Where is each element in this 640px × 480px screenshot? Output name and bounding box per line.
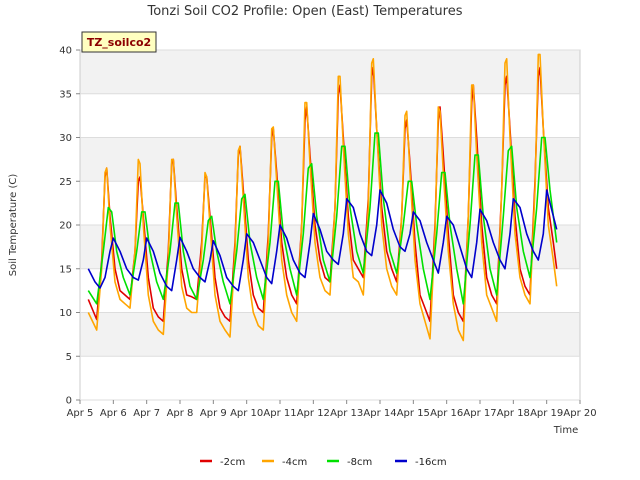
legend-label: -4cm xyxy=(282,457,307,468)
y-tick-label: 5 xyxy=(66,352,72,363)
grid-band xyxy=(80,225,580,269)
plot-area: 0 5 10 15 20 25 30 35 40 Apr 5 Apr 6 Apr 7 Apr 8 Apr… xyxy=(59,46,596,420)
station-badge: TZ_soilco2 xyxy=(81,31,157,53)
y-tick-label: 35 xyxy=(59,89,72,100)
y-axis-label: Soil Temperature (C) xyxy=(8,174,19,277)
x-tick-label: Apr 14 xyxy=(363,408,396,419)
x-axis-label: Time xyxy=(553,425,578,436)
x-tick-label: Apr 5 xyxy=(67,408,94,419)
series-lines xyxy=(87,53,558,342)
x-tick-label: Apr 8 xyxy=(167,408,194,419)
x-tick-label: Apr 20 xyxy=(563,408,596,419)
y-tick-label: 20 xyxy=(59,221,72,232)
x-tick-label: Apr 6 xyxy=(100,408,127,419)
series-line--8cm xyxy=(87,132,558,305)
x-tick-label: Apr 19 xyxy=(530,408,563,419)
grid-band xyxy=(80,312,580,357)
series-line--16cm xyxy=(87,189,558,292)
y-tick-label: 25 xyxy=(59,177,72,188)
legend-label: -8cm xyxy=(347,457,372,468)
y-tick-label: 30 xyxy=(59,133,72,144)
x-tick-label: Apr 13 xyxy=(330,408,363,419)
grid-band xyxy=(80,137,580,182)
x-tick-label: Apr 15 xyxy=(397,408,430,419)
x-tick-label: Apr 12 xyxy=(297,408,330,419)
x-tick-label: Apr 16 xyxy=(430,408,463,419)
y-tick-label: 10 xyxy=(59,308,72,319)
x-tick-label: Apr 11 xyxy=(263,408,296,419)
chart-title: Tonzi Soil CO2 Profile: Open (East) Temp… xyxy=(146,4,462,19)
x-tick-label: Apr 10 xyxy=(230,408,263,419)
badge-box xyxy=(81,31,157,53)
y-tick-label: 15 xyxy=(59,264,72,275)
x-tick-label: Apr 9 xyxy=(200,408,227,419)
x-tick-label: Apr 18 xyxy=(497,408,530,419)
series-line--4cm xyxy=(87,53,558,342)
badge-label: TZ_soilco2 xyxy=(87,36,151,49)
grid-band xyxy=(80,50,580,94)
legend-label: -16cm xyxy=(415,457,447,468)
legend-label: -2cm xyxy=(220,457,245,468)
x-tick-label: Apr 7 xyxy=(133,408,160,419)
y-tick-label: 0 xyxy=(66,396,72,407)
x-axis-ticks: Apr 5 Apr 6 Apr 7 Apr 8 Apr 9 Apr 10 Apr 11 Apr… xyxy=(67,400,597,419)
y-tick-label: 40 xyxy=(59,46,72,57)
legend: -2cm -4cm -8cm -16cm xyxy=(200,457,447,468)
x-tick-label: Apr 17 xyxy=(463,408,496,419)
